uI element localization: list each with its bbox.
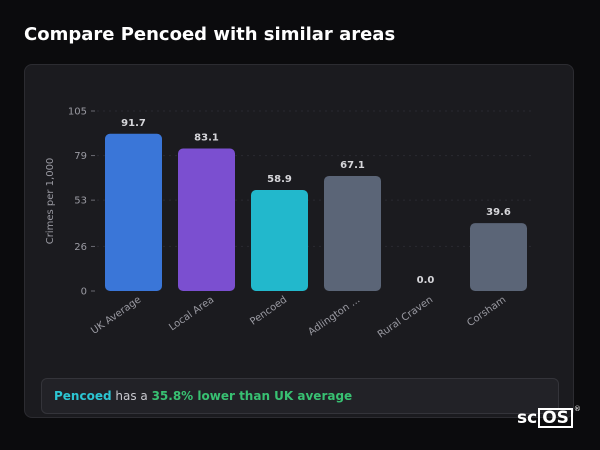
y-axis-title: Crimes per 1,000 — [45, 158, 56, 245]
bar — [105, 133, 162, 291]
category-label: Adlington ... — [306, 294, 362, 338]
summary-difference: 35.8% lower than UK average — [151, 389, 353, 403]
data-label: 83.1 — [194, 133, 219, 144]
comparison-card: 0 26 53 79 105 Crimes per 1,000 91.7 UK Average… — [24, 64, 574, 418]
scos-logo: sc OS ® — [517, 405, 581, 428]
category-label: Pencoed — [248, 294, 289, 327]
category-label: Corsham — [465, 294, 508, 329]
summary-banner: Pencoed has a 35.8% lower than UK averag… — [41, 378, 559, 414]
summary-area-name: Pencoed — [54, 389, 112, 403]
bar — [470, 223, 527, 291]
bar — [251, 190, 308, 291]
registered-mark: ® — [573, 405, 581, 413]
category-label: Rural Craven — [376, 294, 435, 340]
data-label: 39.6 — [486, 207, 511, 218]
page-title: Compare Pencoed with similar areas — [24, 24, 396, 45]
crime-bar-chart: 0 26 53 79 105 Crimes per 1,000 91.7 UK Average… — [45, 107, 535, 341]
y-tick-label: 53 — [74, 196, 87, 207]
y-tick-label: 0 — [81, 287, 87, 298]
y-tick-label: 79 — [74, 151, 87, 162]
bar — [178, 148, 235, 291]
y-tick-label: 105 — [68, 107, 87, 118]
bar — [324, 175, 381, 291]
summary-text: has a — [111, 389, 152, 403]
data-label: 91.7 — [121, 118, 146, 129]
data-label: 0.0 — [417, 275, 435, 286]
data-label: 58.9 — [267, 174, 292, 185]
logo-text: sc — [517, 408, 538, 428]
logo-box-text: OS — [538, 408, 573, 428]
data-label: 67.1 — [340, 160, 365, 171]
category-label: Local Area — [167, 294, 216, 333]
y-tick-label: 26 — [74, 242, 87, 253]
category-label: UK Average — [89, 294, 143, 336]
